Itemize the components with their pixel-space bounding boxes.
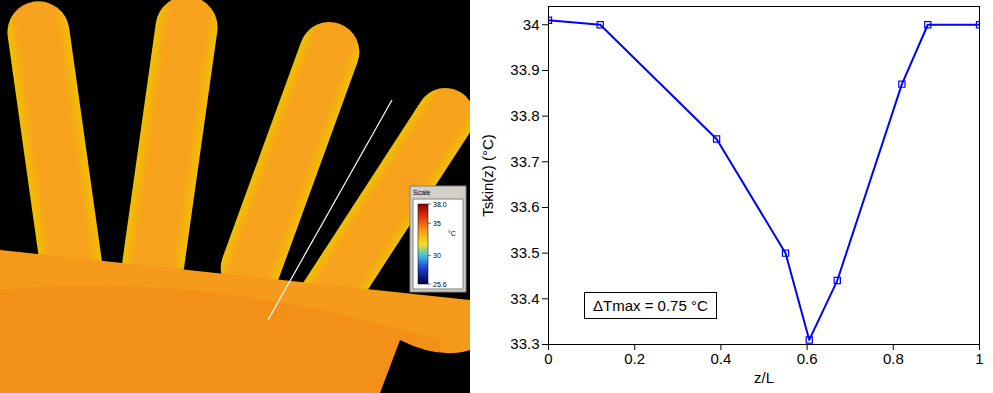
svg-text:0.8: 0.8 [883,350,904,367]
svg-text:z/L: z/L [754,369,774,386]
svg-text:34: 34 [523,16,540,33]
svg-text:1: 1 [975,350,983,367]
svg-text:°C: °C [448,230,456,237]
svg-text:0: 0 [544,350,552,367]
html-text:ΔTmax = 0.75 °C: ΔTmax = 0.75 °C [593,297,708,314]
svg-text:33.9: 33.9 [510,61,539,78]
svg-text:33.8: 33.8 [510,107,539,124]
svg-text:25.6: 25.6 [433,281,447,288]
svg-text:0.4: 0.4 [710,350,731,367]
svg-text:38.0: 38.0 [433,201,447,208]
svg-text:33.4: 33.4 [510,290,539,307]
svg-text:0.6: 0.6 [797,350,818,367]
svg-text:30: 30 [433,252,441,259]
svg-text:0.2: 0.2 [624,350,645,367]
svg-text:35: 35 [433,220,441,227]
svg-text:Tskin(z) (°C): Tskin(z) (°C) [479,134,496,217]
svg-text:33.7: 33.7 [510,153,539,170]
svg-text:33.3: 33.3 [510,335,539,352]
svg-text:33.6: 33.6 [510,198,539,215]
svg-text:Scale: Scale [413,189,431,196]
svg-text:33.5: 33.5 [510,244,539,261]
